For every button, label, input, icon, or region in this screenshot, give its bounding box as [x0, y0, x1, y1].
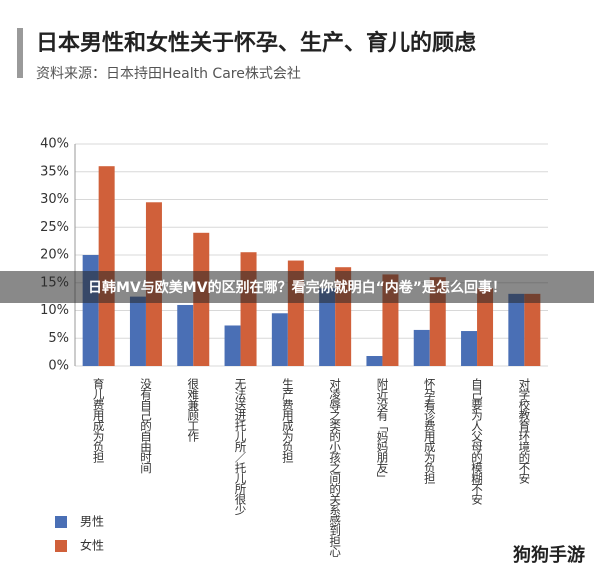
y-tick-label: 10%: [40, 303, 69, 318]
overlay-text: 日韩MV与欧美MV的区别在哪？看完你就明白“内卷”是怎么回事！: [88, 279, 506, 296]
chart-title: 日本男性和女性关于怀孕、生产、育儿的顾虑: [36, 30, 476, 56]
x-tick-label: 怀孕看诊费用成为负担: [423, 378, 437, 484]
legend-swatch: [55, 516, 67, 528]
y-tick-label: 25%: [40, 220, 69, 235]
bar: [271, 313, 288, 366]
bar: [524, 293, 541, 366]
title-accent: [17, 28, 23, 78]
y-tick-label: 0%: [48, 359, 69, 374]
y-tick-label: 5%: [48, 331, 69, 346]
x-tick-label: 育儿费用成为负担: [92, 377, 106, 463]
x-tick-label: 自己要为人父母的模糊不安: [470, 378, 484, 506]
x-tick-label: 很难兼顾工作: [186, 377, 200, 442]
x-tick-label: 无法送进托儿所／托儿所很少: [234, 378, 248, 515]
bar: [98, 166, 115, 366]
y-tick-label: 30%: [40, 192, 69, 207]
x-tick-label: 没有自己的自由时间: [139, 378, 153, 474]
bar: [413, 329, 430, 366]
x-tick-label: 对学校教育环境的不安: [517, 377, 531, 485]
bar: [366, 356, 383, 366]
watermark: 狗狗手游: [513, 544, 585, 566]
x-tick-label: 对凌辱之类的小孩之间的关系感到担心: [328, 377, 342, 557]
legend-swatch: [55, 540, 67, 552]
bar: [461, 331, 478, 366]
legend-label: 男性: [80, 515, 104, 529]
bar: [319, 288, 336, 366]
bar: [177, 304, 194, 366]
bar: [508, 293, 525, 366]
legend-label: 女性: [80, 538, 104, 553]
bar: [240, 252, 257, 366]
y-tick-label: 35%: [40, 164, 69, 179]
bar: [129, 296, 146, 366]
chart-subtitle: 资料来源：日本持田Health Care株式会社: [36, 66, 301, 82]
bar: [224, 325, 241, 366]
y-tick-label: 40%: [40, 137, 69, 152]
y-tick-label: 20%: [40, 248, 69, 263]
x-tick-label: 附近没有「妈妈朋友」: [375, 377, 389, 483]
x-tick-label: 生产费用成为负担: [281, 377, 295, 463]
overlay: 日韩MV与欧美MV的区别在哪？看完你就明白“内卷”是怎么回事！: [0, 271, 594, 303]
overlay-banner: [0, 271, 594, 303]
bar: [477, 288, 494, 366]
